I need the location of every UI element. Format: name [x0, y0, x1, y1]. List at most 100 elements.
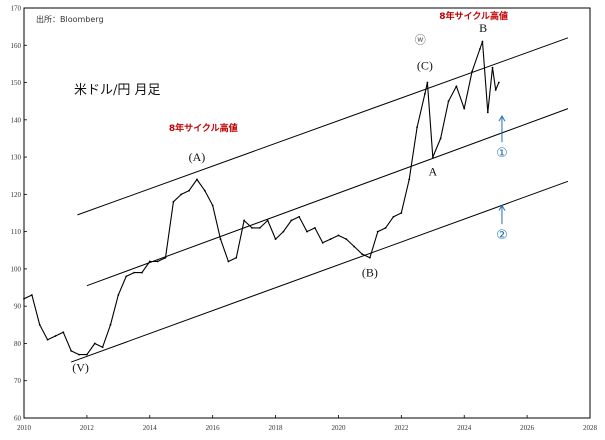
price-point: [282, 230, 285, 233]
marker-arrow-head: [498, 204, 506, 211]
price-point: [392, 215, 395, 218]
y-tick-label: 170: [11, 5, 22, 13]
channel-marker-label: ①: [496, 146, 508, 161]
price-point: [497, 81, 500, 84]
price-point: [227, 260, 230, 263]
price-point: [211, 204, 214, 207]
chart-title: 米ドル/円 月足: [74, 83, 161, 98]
price-point: [251, 227, 253, 229]
price-point: [471, 70, 473, 73]
price-point: [266, 219, 269, 222]
price-point: [337, 234, 340, 237]
price-point: [416, 126, 418, 129]
price-point: [408, 178, 411, 181]
price-series: [23, 40, 500, 356]
x-tick-label: 2022: [394, 424, 409, 432]
wave-label-wave-V: (V): [72, 360, 89, 374]
price-point: [345, 238, 348, 240]
price-point: [219, 238, 222, 240]
price-point: [117, 294, 120, 296]
price-point: [203, 189, 206, 192]
price-point: [306, 230, 308, 233]
price-point: [431, 156, 434, 158]
marker-arrow-head: [498, 115, 506, 122]
price-point: [426, 81, 429, 84]
x-tick-label: 2012: [80, 424, 95, 432]
price-point: [133, 271, 135, 274]
price-point: [313, 227, 316, 229]
axes: 60 70 80 90 100 110 120 130 140 150 160 170 2010 2012…: [11, 5, 598, 433]
price-point: [78, 353, 80, 356]
price-point: [164, 256, 167, 259]
y-tick-label: 140: [11, 116, 22, 124]
price-point: [109, 323, 112, 326]
price-point: [85, 353, 88, 356]
x-tick-label: 2020: [331, 424, 346, 432]
price-point: [188, 189, 190, 192]
x-tick-label: 2028: [583, 424, 598, 432]
annotations: (A) (B) (C) (V) A Bⓦ 8年サイクル高値 8年サイクル高値 ① ②: [72, 10, 508, 374]
price-point: [243, 219, 246, 222]
price-point: [491, 66, 494, 69]
price-point: [353, 245, 356, 248]
x-tick-label: 2018: [269, 424, 284, 432]
y-tick-label: 110: [11, 228, 22, 236]
wave-label-wave-C-big: (C): [417, 59, 433, 73]
cycle-high-label: 8年サイクル高値: [439, 10, 508, 22]
trend-channels: [70, 37, 569, 363]
channel-line-lower: [70, 180, 569, 363]
cycle-high-label: 8年サイクル高値: [169, 122, 238, 134]
price-point: [62, 331, 65, 334]
y-tick-label: 90: [14, 303, 22, 311]
price-point: [46, 338, 49, 341]
price-point: [141, 271, 143, 274]
price-point: [384, 227, 387, 229]
source-label: 出所：Bloomberg: [36, 14, 104, 24]
price-point: [125, 275, 128, 278]
price-point: [54, 335, 57, 337]
price-point: [290, 219, 293, 222]
price-point: [30, 294, 33, 296]
price-point: [361, 253, 363, 255]
price-point: [376, 230, 379, 233]
price-point: [23, 297, 25, 300]
price-point: [439, 137, 442, 140]
price-point: [156, 260, 159, 263]
price-point: [329, 238, 332, 240]
y-tick-label: 70: [14, 377, 22, 385]
wave-label-wave-B: B: [479, 21, 487, 35]
y-tick-label: 60: [14, 415, 22, 423]
price-point: [368, 256, 371, 259]
wave-label-wave-B-big: (B): [362, 265, 378, 279]
x-tick-label: 2024: [457, 424, 472, 432]
price-point: [235, 256, 238, 259]
price-point: [93, 342, 96, 345]
y-tick-label: 100: [11, 265, 22, 273]
price-point: [424, 92, 426, 95]
wave-label-circled-w: ⓦ: [415, 33, 426, 46]
price-point: [180, 193, 183, 196]
price-point: [479, 48, 481, 50]
price-point: [463, 107, 466, 110]
y-tick-label: 130: [11, 154, 22, 162]
price-point: [101, 346, 104, 349]
wave-label-wave-A-big: (A): [189, 150, 206, 164]
price-point: [38, 323, 41, 326]
price-point: [400, 212, 403, 214]
price-point: [447, 100, 450, 103]
channel-marker-label: ②: [496, 228, 508, 243]
price-point: [258, 227, 261, 229]
price-point: [148, 260, 151, 263]
price-point: [298, 215, 301, 218]
price-point: [455, 85, 458, 88]
y-tick-label: 150: [11, 79, 22, 87]
price-point: [172, 200, 175, 203]
y-tick-label: 120: [11, 191, 22, 199]
plot-frame: [23, 7, 591, 419]
price-point: [321, 241, 324, 244]
x-tick-label: 2014: [143, 424, 158, 432]
price-point: [494, 89, 497, 91]
x-tick-label: 2026: [520, 424, 535, 432]
y-tick-label: 80: [14, 340, 22, 348]
